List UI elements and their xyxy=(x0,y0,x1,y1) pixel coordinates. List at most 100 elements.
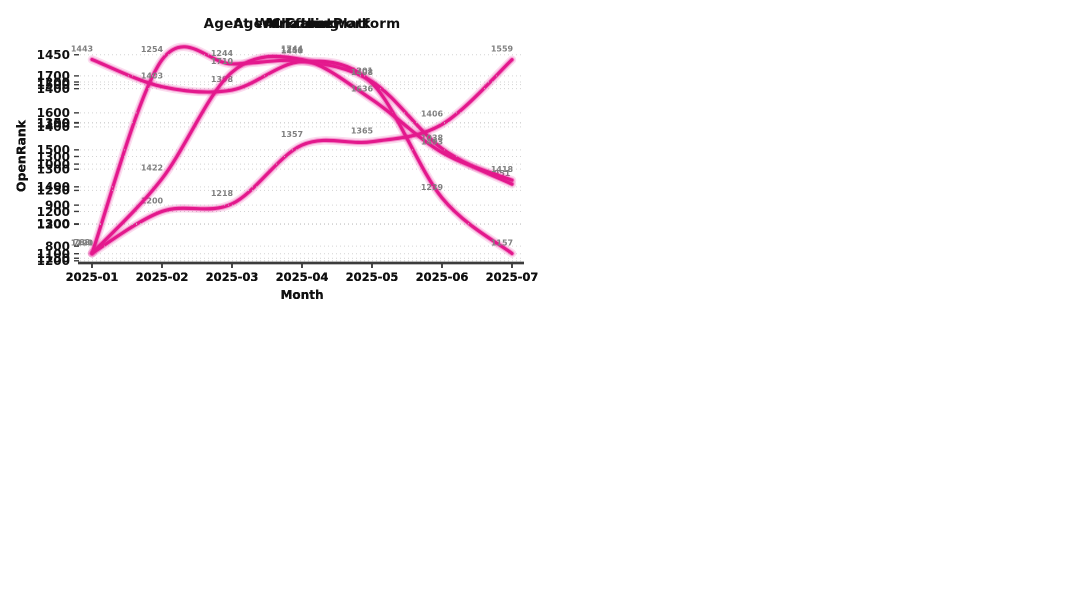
x-tick-label: 2025-07 xyxy=(486,270,539,284)
x-axis: 2025-01 2025-02 2025-03 2025-04 2025-05 2025-… xyxy=(66,263,539,284)
x-tick-label: 2025-06 xyxy=(416,270,469,284)
x-axis: 2025-01 2025-02 2025-03 2025-04 2025-05 2025-… xyxy=(66,263,538,284)
x-tick-label: 2025-06 xyxy=(416,270,469,284)
x-tick-label: 2025-01 xyxy=(66,270,119,284)
x-tick-label: 2025-04 xyxy=(276,270,329,284)
point-label: 951 xyxy=(494,169,511,178)
x-tick-label: 2025-02 xyxy=(136,270,189,284)
series-line-core xyxy=(90,45,514,255)
x-tick-label: 2025-05 xyxy=(346,270,399,284)
point-label: 1406 xyxy=(421,109,444,118)
x-tick-label: 2025-05 xyxy=(346,270,399,284)
point-label: 1710 xyxy=(211,57,234,66)
y-tick-label: 1000 xyxy=(37,157,70,171)
x-tick-label: 2025-01 xyxy=(66,270,119,284)
series-line-core xyxy=(90,54,514,255)
point-labels: 1101 1200 1218 1357 1365 1406 1559 xyxy=(71,45,514,248)
y-tick-label: 1200 xyxy=(37,75,70,89)
chart-panel-ai-coding: AI Coding OpenRank 1100 1200 1300 1400 1500 2… xyxy=(0,0,540,307)
y-tick-label: 1100 xyxy=(37,247,70,261)
point-label: 1218 xyxy=(211,189,234,198)
y-tick-label: 1700 xyxy=(37,69,70,83)
y-tick-label: 1100 xyxy=(37,116,70,130)
x-tick-label: 2025-03 xyxy=(206,270,259,284)
point-label: 1254 xyxy=(141,45,164,54)
point-label: 1239 xyxy=(421,183,444,192)
y-tick-label: 1500 xyxy=(37,143,70,157)
y-axis: 800 900 1000 1100 1200 xyxy=(37,75,79,253)
x-axis: 2025-01 2025-02 2025-03 2025-04 2025-05 2025-… xyxy=(66,263,539,284)
y-tick-label: 1350 xyxy=(37,116,70,130)
series-line xyxy=(87,55,517,258)
y-tick-label: 1200 xyxy=(37,205,70,219)
x-tick-label: 2025-07 xyxy=(486,270,539,284)
point-label: 1398 xyxy=(211,75,234,84)
y-tick-label: 1300 xyxy=(37,163,70,177)
point-label: 1443 xyxy=(71,45,93,54)
point-label: 1220 xyxy=(71,238,94,247)
y-tick-label: 800 xyxy=(45,239,70,253)
point-label: 1422 xyxy=(141,164,163,173)
point-label: 1251 xyxy=(281,46,304,55)
x-axis-title: Month xyxy=(280,288,324,302)
chart-title: AI Coding xyxy=(264,16,340,32)
x-tick-label: 2025-05 xyxy=(346,270,399,284)
y-tick-label: 1450 xyxy=(37,48,70,62)
x-tick-label: 2025-06 xyxy=(416,270,469,284)
point-label: 1636 xyxy=(351,85,374,94)
x-axis: 2025-01 2025-02 2025-03 2025-04 2025-05 2025-… xyxy=(66,263,538,284)
y-tick-label: 1600 xyxy=(37,106,70,120)
y-tick-label: 1300 xyxy=(37,150,70,164)
point-label: 1357 xyxy=(281,130,303,139)
y-tick-label: 1200 xyxy=(37,254,70,268)
y-tick-label: 1400 xyxy=(37,82,70,96)
y-tick-label: 1150 xyxy=(37,252,70,266)
y-tick-label: 1400 xyxy=(37,180,70,194)
point-label: 1101 xyxy=(71,238,94,247)
y-tick-label: 1400 xyxy=(37,120,70,134)
point-label: 1559 xyxy=(491,45,514,54)
point-label: 1418 xyxy=(491,165,514,174)
series-line xyxy=(87,52,517,258)
x-tick-label: 2025-03 xyxy=(206,270,259,284)
point-label: 1365 xyxy=(351,127,374,136)
x-tick-label: 2025-02 xyxy=(136,270,189,284)
chart-title: Agent Framework xyxy=(233,16,371,32)
point-label: 1201 xyxy=(351,67,374,76)
point-label: 1157 xyxy=(491,239,513,248)
x-tick-label: 2025-02 xyxy=(136,270,189,284)
chart-title: Chatbot xyxy=(271,16,333,32)
x-tick-label: 2025-02 xyxy=(136,270,189,284)
x-axis-title: Month xyxy=(280,288,324,302)
y-tick-label: 1250 xyxy=(37,184,70,198)
y-tick-label: 1300 xyxy=(37,217,70,231)
point-label: 1493 xyxy=(421,137,443,146)
x-tick-label: 2025-01 xyxy=(66,270,119,284)
x-tick-label: 2025-06 xyxy=(416,270,469,284)
point-label: 1440 xyxy=(281,47,304,56)
x-axis-title: Month xyxy=(280,288,324,302)
chart-panel-agent-framework: Agent Framework OpenRank 1150 1200 1250 130… xyxy=(0,0,540,307)
y-tick-label: 1200 xyxy=(37,218,70,232)
chart-panel-agent-workflow-platform: Agent Workflow Platform OpenRank 1200 130… xyxy=(0,0,540,307)
x-tick-label: 2025-04 xyxy=(276,270,329,284)
point-labels: 1220 1422 1710 1744 1636 1493 1418 xyxy=(71,45,514,248)
point-label: 783 xyxy=(74,238,91,247)
point-label: 1200 xyxy=(141,196,164,205)
x-tick-label: 2025-04 xyxy=(276,270,329,284)
y-tick-label: 900 xyxy=(45,198,70,212)
point-label: 1038 xyxy=(421,134,444,143)
series-line xyxy=(87,42,517,258)
x-tick-label: 2025-04 xyxy=(276,270,329,284)
x-tick-label: 2025-03 xyxy=(206,270,259,284)
point-labels: 783 1254 1244 1251 1201 1038 951 xyxy=(74,45,511,247)
chart-title: Agent Workflow Platform xyxy=(203,16,401,32)
x-axis-title: Month xyxy=(280,288,324,302)
x-tick-label: 2025-05 xyxy=(346,270,399,284)
